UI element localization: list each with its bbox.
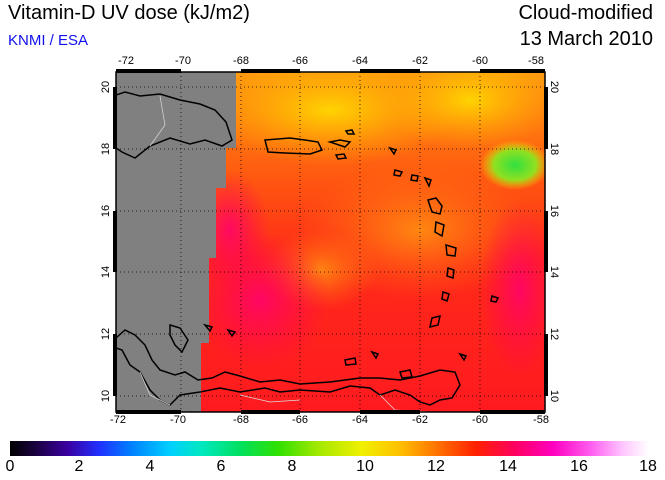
colorbar-label: 10 — [356, 458, 374, 475]
date-label: 13 March 2010 — [519, 28, 653, 50]
lat-tick-right: 12 — [548, 327, 560, 341]
lat-tick-right: 10 — [548, 389, 560, 403]
coastlines — [116, 91, 500, 406]
lon-tick-bottom: -60 — [472, 414, 488, 426]
uv-field — [116, 72, 545, 412]
colorbar — [10, 441, 649, 456]
lon-tick-top: -66 — [292, 55, 308, 67]
lon-tick-bottom: -66 — [292, 414, 308, 426]
lat-tick-right: 14 — [548, 265, 560, 279]
lat-tick-left: 10 — [100, 389, 112, 403]
colorbar-label: 8 — [287, 458, 297, 475]
lat-tick-left: 18 — [100, 142, 112, 156]
lon-tick-top: -60 — [472, 55, 488, 67]
lat-tick-right: 20 — [548, 80, 560, 94]
colorbar-label: 12 — [427, 458, 445, 475]
colorbar-label: 2 — [74, 458, 84, 475]
lon-tick-bottom: -70 — [170, 414, 186, 426]
colorbar-label: 0 — [5, 458, 15, 475]
lon-tick-top: -58 — [528, 55, 544, 67]
lat-tick-left: 14 — [100, 265, 112, 279]
lon-tick-bottom: -64 — [352, 414, 368, 426]
colorbar-label: 6 — [216, 458, 226, 475]
lat-tick-right: 16 — [548, 204, 560, 218]
colorbar-label: 14 — [499, 458, 517, 475]
lon-tick-top: -64 — [352, 55, 368, 67]
lat-tick-right: 18 — [548, 142, 560, 156]
lon-tick-bottom: -62 — [412, 414, 428, 426]
uv-dose-map — [113, 69, 548, 414]
lat-tick-left: 20 — [100, 80, 112, 94]
lat-tick-left: 12 — [100, 327, 112, 341]
product-label: Cloud-modified — [518, 2, 653, 24]
lon-tick-top: -70 — [175, 55, 191, 67]
lon-tick-top: -62 — [412, 55, 428, 67]
lon-tick-top: -72 — [118, 55, 134, 67]
source-label: KNMI / ESA — [8, 32, 89, 49]
colorbar-label: 18 — [639, 458, 657, 475]
lon-tick-bottom: -68 — [233, 414, 249, 426]
colorbar-label: 16 — [570, 458, 588, 475]
frame-tick-bars — [113, 69, 548, 414]
map-title: Vitamin-D UV dose (kJ/m2) — [8, 2, 250, 24]
lon-tick-bottom: -58 — [533, 414, 549, 426]
colorbar-label: 4 — [145, 458, 155, 475]
lat-tick-left: 16 — [100, 204, 112, 218]
lon-tick-top: -68 — [233, 55, 249, 67]
gridlines — [116, 72, 545, 412]
lon-tick-bottom: -72 — [110, 414, 126, 426]
